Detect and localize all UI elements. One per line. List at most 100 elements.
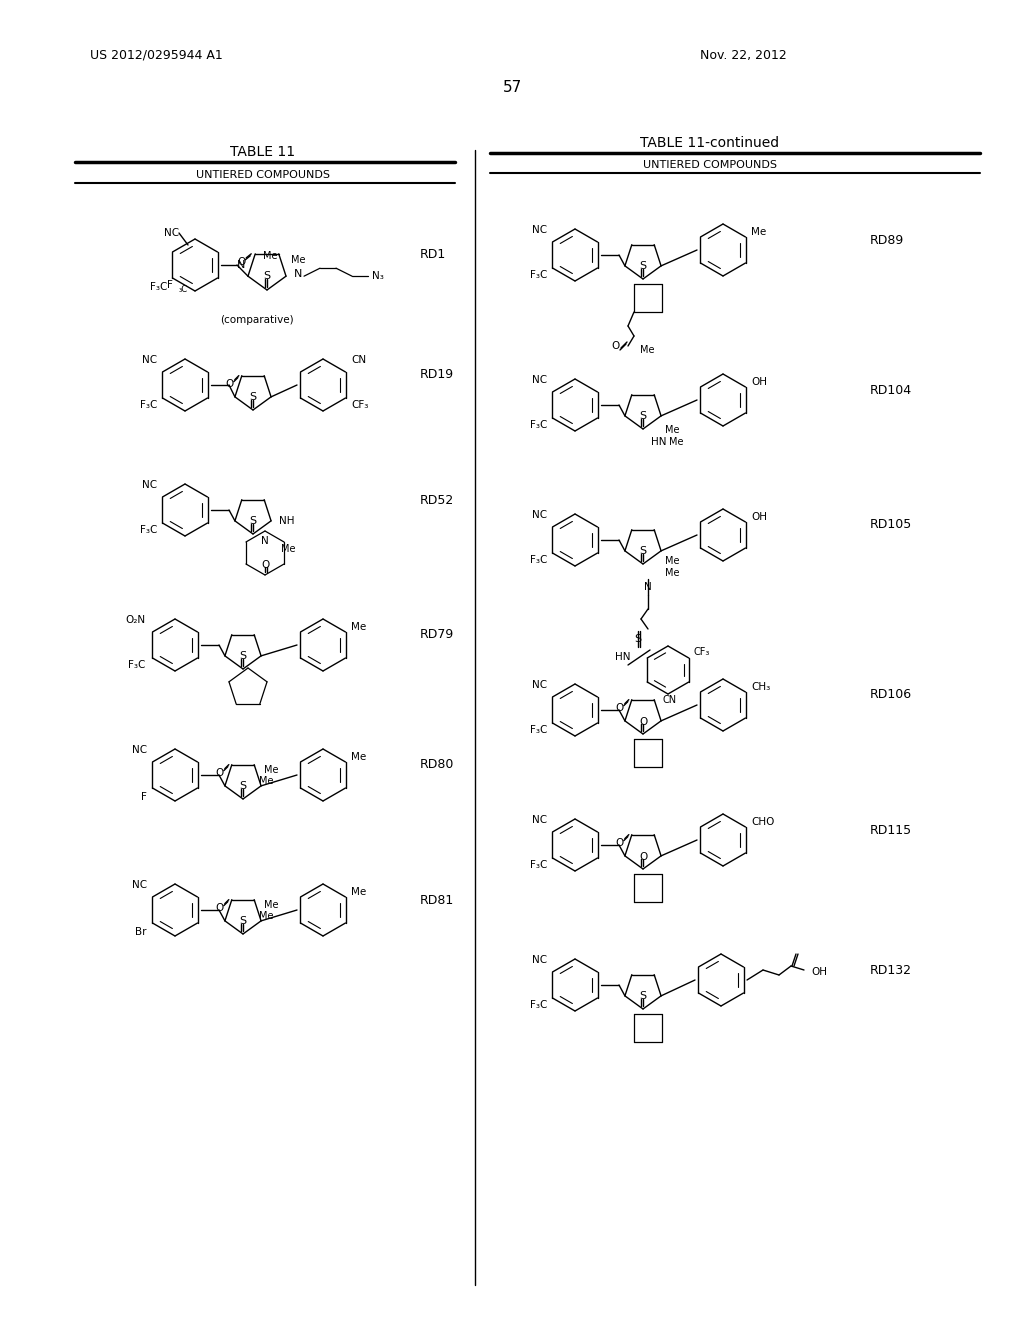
Text: CH₃: CH₃ [751,682,770,692]
Text: CF₃: CF₃ [351,400,369,411]
Text: NC: NC [531,375,547,385]
Text: F₃C: F₃C [529,861,547,870]
Text: O: O [225,379,233,388]
Text: RD104: RD104 [870,384,912,396]
Text: S: S [639,411,646,421]
Text: S: S [240,781,247,791]
Text: Me: Me [264,900,279,909]
Text: NC: NC [531,680,547,690]
Text: RD89: RD89 [870,234,904,247]
Text: Br: Br [135,927,147,937]
Text: US 2012/0295944 A1: US 2012/0295944 A1 [90,49,223,62]
Text: Me: Me [264,764,279,775]
Text: Me: Me [291,255,305,265]
Text: Me: Me [281,544,296,554]
Text: Me: Me [351,752,367,762]
Text: OH: OH [751,378,767,387]
Text: NC: NC [142,355,157,366]
Text: NC: NC [164,228,179,238]
Text: S: S [639,261,646,271]
Text: RD79: RD79 [420,628,455,642]
Text: NC: NC [142,480,157,490]
Text: O: O [612,341,621,351]
Text: RD1: RD1 [420,248,446,261]
Text: F₃C: F₃C [139,525,157,535]
Text: F₃C: F₃C [529,725,547,735]
Text: NC: NC [531,510,547,520]
Text: CN: CN [351,355,367,366]
Text: F: F [141,792,147,803]
Text: S: S [635,634,642,644]
Text: NC: NC [531,224,547,235]
Text: O: O [238,257,246,267]
Text: O: O [261,560,269,570]
Text: Me: Me [351,887,367,898]
Text: S: S [240,916,247,927]
Text: RD115: RD115 [870,824,912,837]
Text: N: N [294,269,302,280]
Text: S: S [263,271,270,281]
Text: S: S [250,392,257,403]
Text: S: S [639,546,646,556]
Text: N: N [261,536,269,546]
Text: HN: HN [651,437,667,447]
Text: Me: Me [665,425,680,436]
Text: Me: Me [669,437,683,447]
Text: O: O [639,851,647,862]
Text: NC: NC [132,744,147,755]
Text: S: S [250,516,257,525]
Text: F₃C: F₃C [529,554,547,565]
Text: RD132: RD132 [870,964,912,977]
Text: TABLE 11-continued: TABLE 11-continued [640,136,779,150]
Text: Me: Me [263,251,278,261]
Text: TABLE 11: TABLE 11 [230,145,296,158]
Text: F: F [167,280,173,290]
Text: Me: Me [665,556,680,566]
Text: Nov. 22, 2012: Nov. 22, 2012 [700,49,786,62]
Text: RD19: RD19 [420,368,454,381]
Text: RD105: RD105 [870,519,912,532]
Text: Me: Me [259,776,273,785]
Text: Me: Me [665,568,680,578]
Text: NC: NC [531,814,547,825]
Text: O: O [216,768,224,777]
Text: N: N [644,582,652,591]
Text: CHO: CHO [751,817,774,828]
Text: (comparative): (comparative) [220,315,294,325]
Text: F₃C: F₃C [529,271,547,280]
Text: 57: 57 [503,81,521,95]
Text: O: O [615,702,624,713]
Text: NC: NC [531,954,547,965]
Text: F₃C: F₃C [139,400,157,411]
Text: UNTIERED COMPOUNDS: UNTIERED COMPOUNDS [196,170,330,180]
Text: Me: Me [640,345,654,355]
Text: N₃: N₃ [372,271,384,281]
Text: O: O [216,903,224,912]
Text: RD106: RD106 [870,689,912,701]
Text: N: N [237,260,245,271]
Text: Me: Me [259,911,273,920]
Text: S: S [639,991,646,1001]
Text: O₂N: O₂N [125,615,145,624]
Text: Me: Me [751,227,766,238]
Text: S: S [240,651,247,661]
Text: OH: OH [751,512,767,521]
Text: RD80: RD80 [420,759,455,771]
Text: F₃C: F₃C [529,420,547,430]
Text: CF₃: CF₃ [694,647,711,657]
Text: O: O [639,717,647,727]
Text: O: O [615,838,624,847]
Text: Me: Me [351,622,367,632]
Text: RD81: RD81 [420,894,455,907]
Text: RD52: RD52 [420,494,455,507]
Text: F₃C: F₃C [128,660,145,671]
Text: UNTIERED COMPOUNDS: UNTIERED COMPOUNDS [643,160,777,170]
Text: F₃C: F₃C [529,1001,547,1010]
Text: ₃C: ₃C [179,285,188,294]
Text: NC: NC [132,880,147,890]
Text: CN: CN [663,696,677,705]
Text: OH: OH [811,968,827,977]
Text: NH: NH [280,516,295,525]
Text: F₃C: F₃C [150,282,167,292]
Text: HN: HN [615,652,631,663]
